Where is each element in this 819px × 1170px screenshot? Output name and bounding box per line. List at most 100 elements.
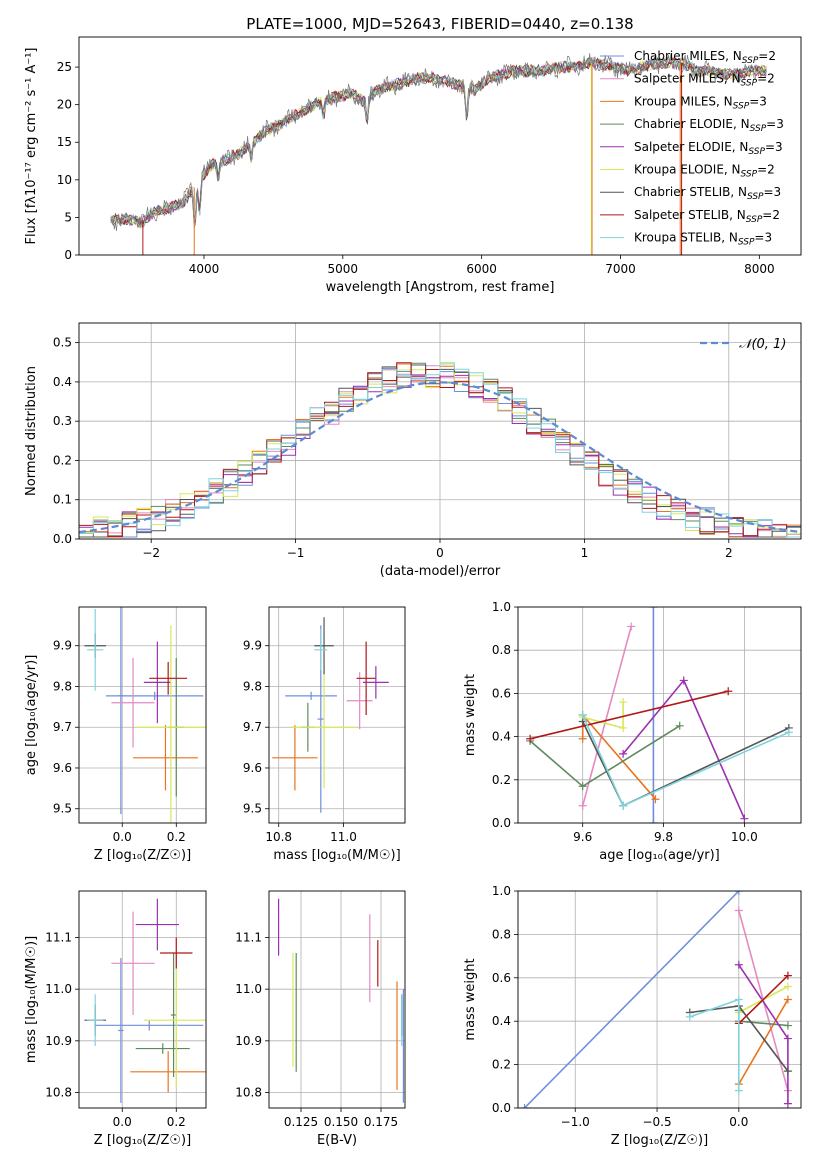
errorbar-point [95, 1020, 204, 1031]
y-tick-label: 0.8 [492, 927, 511, 941]
plot-area [84, 898, 206, 1103]
weight-marker-salpeter-miles [627, 622, 636, 631]
weight-marker-chabrier-miles [520, 1104, 529, 1108]
weight-line-salpeter-stelib [529, 690, 729, 740]
ticks: 4000 5000 6000 7000 8000 0 5 10 15 20 25 [57, 60, 775, 276]
y-tick-label: 15 [57, 135, 72, 149]
x-axis-label: E(B-V) [317, 1133, 357, 1148]
weight-line-kroupa-stelib [689, 998, 740, 1091]
errorbar-point [135, 1043, 190, 1054]
legend-count: =3 [765, 140, 783, 154]
weight-marker-salpeter-stelib [724, 687, 733, 696]
legend-entry-salpeter-stelib: Salpeter STELIB, NSSP=2 [634, 208, 780, 225]
y-tick-label: 11.1 [45, 931, 72, 945]
errorbar-point [135, 898, 179, 951]
errorbar-point [314, 617, 334, 675]
x-axis-label: mass [log₁₀(M/M☉)] [273, 848, 400, 863]
plot-area [278, 898, 404, 1103]
errorbar-point [135, 625, 206, 823]
x-tick-label: 6000 [466, 262, 497, 276]
weight-marker-chabrier-miles [649, 819, 658, 823]
histogram-legend: 𝒩(0, 1) [700, 337, 786, 352]
y-tick-label: 20 [57, 98, 72, 112]
x-tick-label: 0.150 [324, 1115, 358, 1129]
legend-count: =3 [766, 117, 784, 131]
weight-marker-kroupa-stelib [784, 728, 793, 737]
weight-marker-chabrier-elodie [675, 721, 684, 730]
axes-frame [78, 890, 207, 1109]
panel-age-vs-metallicity: 0.0 0.2 9.5 9.6 9.7 9.8 9.9 Z [log₁₀(Z/Z☉)] age … [24, 606, 207, 863]
legend-count: =3 [754, 231, 772, 245]
weight-line-chabrier-miles [523, 891, 740, 1108]
x-tick-label: −2 [142, 546, 160, 560]
x-tick-label: −0.5 [642, 1115, 671, 1129]
y-tick-label: 9.7 [243, 720, 262, 734]
x-axis-label: (data-model)/error [380, 564, 501, 579]
errorbar-point [143, 953, 206, 1088]
legend-name: Salpeter ELODIE, N [634, 140, 748, 154]
legend-count: =2 [757, 72, 775, 86]
y-tick-label: 11.0 [235, 982, 262, 996]
weight-marker-kroupa-miles [651, 795, 660, 804]
y-tick-label: 0.3 [53, 414, 72, 428]
y-tick-label: 10.9 [235, 1034, 262, 1048]
panel-spectrum: 4000 5000 6000 7000 8000 0 5 10 15 20 25 wavelength… [24, 36, 802, 295]
ticks: −1.0 −0.5 0.0 0.0 0.2 0.4 0.6 0.8 1.0 [492, 884, 748, 1129]
y-tick-label: 0.4 [492, 730, 511, 744]
weight-marker-kroupa-stelib [734, 1086, 743, 1095]
legend-subscript: SSP [750, 124, 767, 134]
panel-residual-histogram: −2 −1 0 1 2 0.0 0.1 0.2 0.3 0.4 0.5 (data-model)/er… [24, 322, 802, 579]
y-axis-label: mass [log₁₀(M/M☉)] [24, 936, 39, 1063]
legend-count: =3 [749, 94, 767, 108]
weight-line-salpeter-miles [581, 626, 632, 806]
grid [269, 607, 405, 823]
plot-area [110, 53, 767, 255]
plot-area [272, 617, 389, 813]
weight-marker-kroupa-miles [783, 995, 792, 1004]
x-tick-label: 4000 [189, 262, 220, 276]
weight-marker-salpeter-elodie [783, 1034, 792, 1043]
errorbar-point [143, 641, 171, 724]
x-axis-label: Z [log₁₀(Z/Z☉)] [94, 848, 191, 863]
x-tick-label: 5000 [328, 262, 359, 276]
grid [518, 606, 801, 824]
legend-name: Kroupa ELODIE, N [634, 163, 741, 177]
ticks: 0.0 0.2 10.8 10.9 11.0 11.1 [45, 931, 186, 1130]
legend-subscript: SSP [747, 192, 764, 202]
weight-marker-salpeter-elodie [679, 676, 688, 685]
y-tick-label: 0.8 [492, 643, 511, 657]
y-tick-label: 11.1 [235, 931, 262, 945]
y-tick-label: 0.2 [492, 1058, 511, 1072]
legend-subscript: SSP [748, 147, 765, 157]
grid [518, 890, 801, 1109]
weight-marker-kroupa-stelib [578, 711, 587, 719]
weight-line-chabrier-elodie [529, 725, 681, 788]
weight-marker-salpeter-elodie [740, 814, 749, 823]
weight-marker-kroupa-miles [578, 734, 587, 743]
y-tick-label: 0.4 [53, 375, 72, 389]
x-axis-label: wavelength [Angstrom, rest frame] [326, 280, 555, 295]
y-tick-label: 9.6 [53, 761, 72, 775]
errorbar-point [285, 691, 337, 700]
y-tick-label: 0.6 [492, 971, 511, 985]
x-tick-label: 2 [725, 546, 733, 560]
errorbar-point [160, 937, 193, 969]
legend-name: Salpeter MILES, N [634, 72, 741, 86]
legend-name: Kroupa STELIB, N [634, 231, 738, 245]
legend-subscript: SSP [742, 56, 759, 66]
errorbar-point [118, 958, 124, 1103]
x-tick-label: 0 [436, 546, 444, 560]
x-tick-label: 0.0 [729, 1115, 748, 1129]
panel-mass-vs-metallicity: 0.0 0.2 10.8 10.9 11.0 11.1 Z [log₁₀(Z/Z☉)] mas… [24, 890, 207, 1148]
histogram-kroupa-stelib [79, 363, 801, 538]
y-tick-label: 0.0 [492, 816, 511, 830]
legend-entry-kroupa-miles: Kroupa MILES, NSSP=3 [634, 94, 767, 111]
x-tick-label: 9.6 [573, 830, 592, 844]
panel-mass-vs-extinction: 0.125 0.150 0.175 10.8 10.9 11.0 11.1 E(B-V) [235, 890, 406, 1148]
errorbar-point [346, 672, 373, 730]
weight-marker-kroupa-elodie [619, 698, 628, 707]
legend-entry-chabrier-stelib: Chabrier STELIB, NSSP=3 [634, 185, 781, 202]
weight-line-chabrier-stelib [581, 721, 790, 807]
grid [79, 891, 206, 1108]
